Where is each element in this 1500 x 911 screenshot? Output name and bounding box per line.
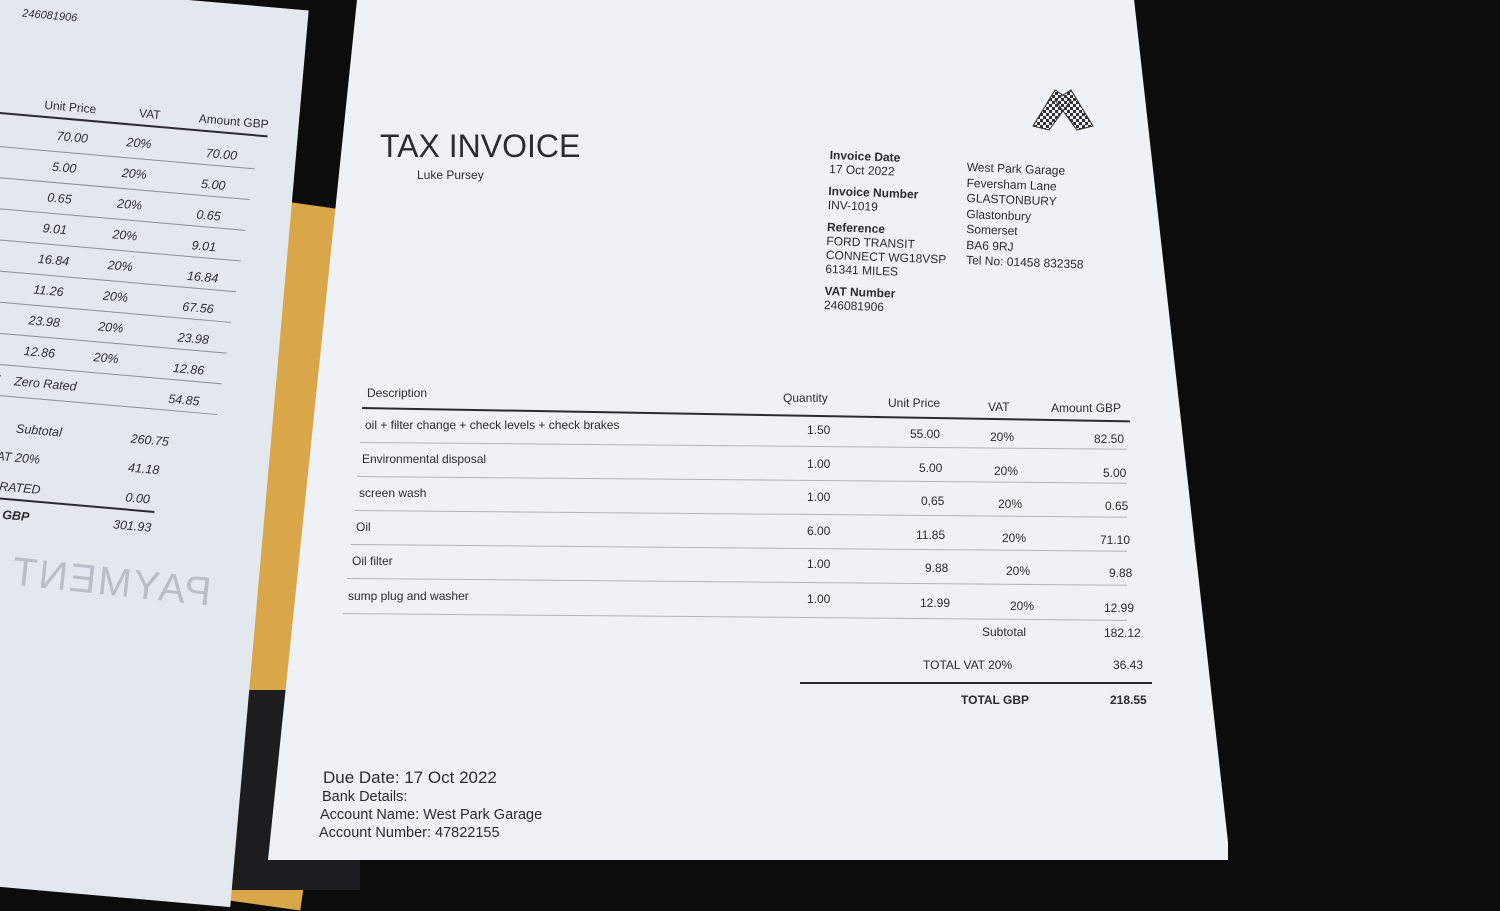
vat-number: 246081906	[823, 297, 885, 315]
back-vat-number: 246081906	[21, 7, 78, 25]
invoice-date: 17 Oct 2022	[828, 161, 895, 179]
back-total-vat-label: TAL VAT 20%	[0, 446, 41, 467]
back-unit-price: 9.01	[42, 221, 68, 238]
back-vat: 20%	[111, 227, 138, 244]
company-address-line: Somerset	[966, 222, 1018, 238]
item-amount: 71.10	[1100, 532, 1131, 547]
back-vat: 20%	[116, 196, 143, 213]
back-vat: 20%	[125, 135, 153, 152]
back-unit-price: 23.98	[27, 313, 61, 330]
item-description: Oil	[356, 520, 371, 534]
item-amount: 9.88	[1109, 566, 1133, 580]
back-unit-price: 70.00	[56, 129, 89, 146]
item-vat: 20%	[1002, 530, 1027, 545]
total-vat: 36.43	[1113, 658, 1144, 672]
customer-name: Luke Pursey	[417, 168, 484, 182]
company-address-line: Glastonbury	[966, 206, 1032, 223]
item-unit-price: 11.85	[916, 527, 946, 542]
item-vat: 20%	[1006, 564, 1031, 578]
item-quantity: 6.00	[807, 523, 831, 538]
account-name: Account Name: West Park Garage	[320, 807, 543, 823]
item-unit-price: 0.65	[921, 494, 945, 508]
back-vat: 20%	[102, 288, 129, 305]
reference-line: 61341 MILES	[825, 261, 899, 279]
item-vat: 20%	[994, 463, 1019, 478]
account-number: Account Number: 47822155	[319, 825, 500, 841]
item-amount: 12.99	[1104, 600, 1135, 615]
item-description: Oil filter	[352, 554, 393, 568]
back-unit-price: 5.00	[51, 159, 77, 176]
back-total: 301.93	[112, 517, 152, 535]
back-amount: 54.85	[167, 391, 201, 409]
back-header-unit-price: Unit Price	[43, 97, 97, 117]
item-quantity: 1.00	[807, 557, 831, 571]
item-quantity: 1.50	[807, 423, 831, 437]
total: 218.55	[1110, 693, 1147, 707]
item-vat: 20%	[998, 497, 1023, 511]
item-description: Environmental disposal	[362, 452, 487, 466]
total-divider	[800, 682, 1152, 684]
invoice-sheet	[268, 0, 1228, 860]
item-vat: 20%	[1010, 598, 1035, 613]
back-vat: 20%	[93, 350, 120, 367]
back-total-vat: 41.18	[127, 460, 160, 478]
bank-details-label: Bank Details:	[322, 789, 408, 805]
back-total-label: TOTAL GBP	[0, 504, 30, 525]
company-address-line: BA6 9RJ	[965, 237, 1014, 254]
invoice-number: INV-1019	[827, 197, 879, 214]
back-subtotal: 260.75	[130, 431, 170, 449]
header-unit-price: Unit Price	[888, 396, 941, 410]
item-description: screen wash	[359, 486, 427, 500]
back-unit-price: 54.85	[0, 370, 1, 387]
item-quantity: 1.00	[807, 456, 831, 471]
back-zero-rated-label: ZERO RATED	[0, 476, 42, 497]
back-zero-rated: 0.00	[124, 490, 151, 507]
item-amount: 82.50	[1094, 432, 1125, 446]
item-amount: 5.00	[1103, 465, 1127, 480]
back-header-vat: VAT	[138, 106, 162, 122]
header-quantity: Quantity	[783, 391, 828, 405]
invoice-title: TAX INVOICE	[380, 128, 581, 164]
back-amount: 12.86	[172, 361, 205, 378]
back-amount: 5.00	[200, 176, 227, 193]
item-quantity: 1.00	[807, 591, 831, 606]
back-vat: 20%	[97, 319, 124, 336]
item-vat: 20%	[990, 430, 1015, 444]
header-description: Description	[367, 386, 428, 400]
back-header-amount: Amount GBP	[198, 111, 270, 132]
back-unit-price: 12.86	[23, 344, 56, 361]
total-label: TOTAL GBP	[961, 693, 1030, 707]
header-vat: VAT	[988, 400, 1010, 414]
header-amount: Amount GBP	[1051, 401, 1122, 415]
back-amount: 9.01	[191, 238, 217, 255]
back-vat: 20%	[121, 165, 148, 182]
total-vat-label: TOTAL VAT 20%	[923, 658, 1013, 672]
back-amount: 0.65	[195, 207, 222, 224]
item-unit-price: 55.00	[910, 427, 941, 441]
item-unit-price: 9.88	[925, 561, 949, 575]
back-vat: 20%	[107, 257, 134, 275]
back-amount: 16.84	[186, 268, 219, 286]
back-vat: Zero Rated	[13, 374, 78, 394]
item-unit-price: 5.00	[919, 460, 943, 475]
back-amount: 23.98	[177, 330, 210, 348]
back-unit-price: 11.26	[32, 282, 65, 300]
item-unit-price: 12.99	[920, 595, 951, 610]
back-unit-price: 0.65	[46, 190, 73, 207]
item-amount: 0.65	[1105, 499, 1129, 513]
subtotal: 182.12	[1104, 626, 1141, 640]
checkered-flags-logo	[1032, 89, 1094, 131]
due-date: Due Date: 17 Oct 2022	[323, 768, 497, 787]
item-quantity: 1.00	[807, 490, 831, 504]
back-amount: 70.00	[205, 146, 238, 163]
subtotal-label: Subtotal	[982, 625, 1027, 639]
item-description: oil + filter change + check levels + che…	[365, 418, 620, 432]
back-unit-price: 16.84	[37, 251, 70, 269]
back-amount: 67.56	[181, 299, 215, 317]
item-description: sump plug and washer	[348, 589, 469, 603]
back-subtotal-label: Subtotal	[15, 421, 63, 440]
